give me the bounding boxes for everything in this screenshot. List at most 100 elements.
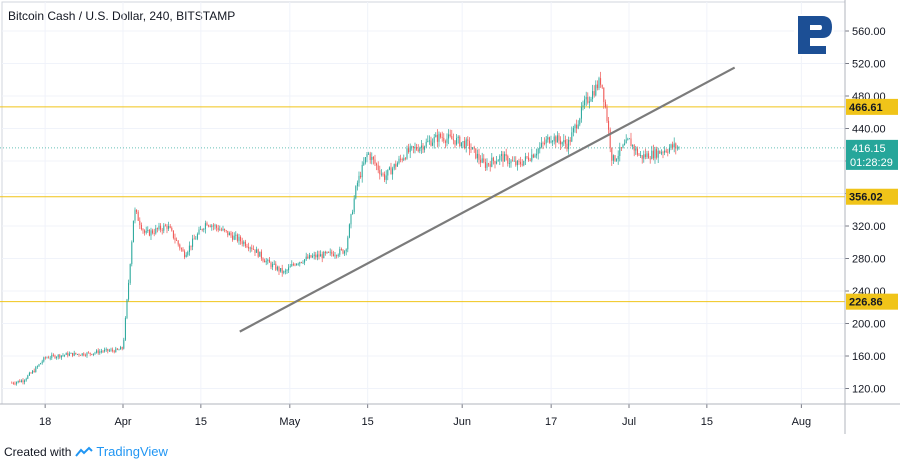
candle-body — [94, 352, 96, 354]
candle-body — [353, 198, 355, 212]
candle-body — [118, 349, 120, 351]
candle-body — [579, 118, 581, 125]
candle-body — [128, 282, 130, 300]
candle-body — [352, 211, 354, 215]
candle-body — [638, 154, 640, 156]
candle-body — [172, 230, 174, 238]
candle-body — [41, 361, 43, 364]
candle-body — [262, 258, 264, 261]
candle-body — [416, 147, 418, 150]
candle-body — [414, 147, 416, 148]
candle-body — [491, 157, 493, 167]
candle-body — [134, 209, 136, 221]
candle-body — [492, 157, 494, 162]
candle-body — [544, 143, 546, 144]
candle-body — [436, 134, 438, 142]
y-tick-label: 320.00 — [852, 221, 886, 233]
candle-body — [457, 136, 459, 138]
candle-body — [310, 255, 312, 258]
candle-body — [112, 349, 114, 351]
candle-body — [337, 254, 339, 256]
candle-body — [326, 251, 328, 254]
candle-body — [508, 163, 510, 164]
candle-body — [40, 363, 42, 365]
candle-body — [648, 153, 650, 159]
candle-body — [33, 370, 35, 373]
candle-body — [523, 160, 525, 166]
candle-body — [176, 239, 178, 241]
candle-body — [481, 158, 483, 163]
candle-body — [305, 256, 307, 260]
candle-body — [585, 96, 587, 100]
candle-body — [320, 254, 322, 257]
candle-body — [203, 229, 205, 230]
candle-body — [291, 264, 293, 267]
candle-body — [376, 163, 378, 166]
y-tick-label: 440.00 — [852, 124, 886, 136]
candle-body — [62, 355, 64, 356]
candle-body — [27, 375, 29, 379]
candle-body — [100, 351, 102, 353]
candle-body — [163, 225, 165, 231]
price-labels: 466.61 356.02 226.86 416.15 01:28:29 — [846, 98, 898, 310]
candle-body — [430, 140, 432, 146]
candle-body — [52, 354, 54, 356]
level-label: 226.86 — [849, 297, 883, 309]
candle-body — [603, 87, 605, 102]
candle-body — [454, 140, 456, 145]
candle-body — [228, 232, 230, 236]
candle-body — [664, 150, 666, 153]
candle-body — [219, 229, 221, 231]
candle-body — [139, 220, 141, 226]
tradingview-link[interactable]: TradingView — [75, 444, 168, 459]
candle-body — [43, 357, 45, 362]
candle-body — [137, 212, 139, 221]
trendline — [239, 66, 736, 333]
candle-body — [64, 354, 66, 356]
candle-body — [28, 372, 30, 376]
candle-body — [673, 143, 675, 148]
candle-body — [188, 245, 190, 252]
candle-body — [124, 317, 126, 340]
candle-body — [654, 149, 656, 159]
candle-body — [164, 225, 166, 227]
candle-body — [558, 135, 560, 141]
candle-body — [435, 134, 437, 138]
candle-body — [81, 353, 83, 356]
candle-body — [51, 354, 53, 358]
candle-body — [604, 101, 606, 108]
candle-body — [422, 145, 424, 150]
candle-body — [195, 238, 197, 240]
candle-body — [272, 264, 274, 268]
candle-body — [520, 161, 522, 165]
candle-body — [268, 259, 270, 263]
candle-body — [171, 227, 173, 231]
candle-body — [105, 348, 107, 350]
candle-body — [313, 254, 315, 256]
candle-body — [460, 142, 462, 147]
candle-body — [19, 380, 21, 383]
candle-body — [350, 214, 352, 225]
candle-body — [473, 147, 475, 149]
candle-body — [230, 232, 232, 236]
candle-body — [196, 234, 198, 239]
candle-body — [315, 254, 317, 258]
candle-body — [209, 225, 211, 227]
candle-body — [121, 347, 123, 349]
candle-body — [270, 262, 272, 268]
candle-body — [321, 254, 323, 259]
candle-body — [89, 352, 91, 354]
candle-body — [574, 124, 576, 129]
candle-body — [636, 148, 638, 155]
plot-frame — [1, 1, 846, 405]
candle-body — [276, 266, 278, 270]
candle-body — [155, 228, 157, 234]
candle-body — [180, 248, 182, 250]
candle-body — [644, 154, 646, 157]
candle-body — [131, 242, 133, 265]
candle-body — [464, 141, 466, 149]
candle-body — [395, 164, 397, 167]
candle-body — [360, 175, 362, 178]
candle-body — [612, 155, 614, 161]
